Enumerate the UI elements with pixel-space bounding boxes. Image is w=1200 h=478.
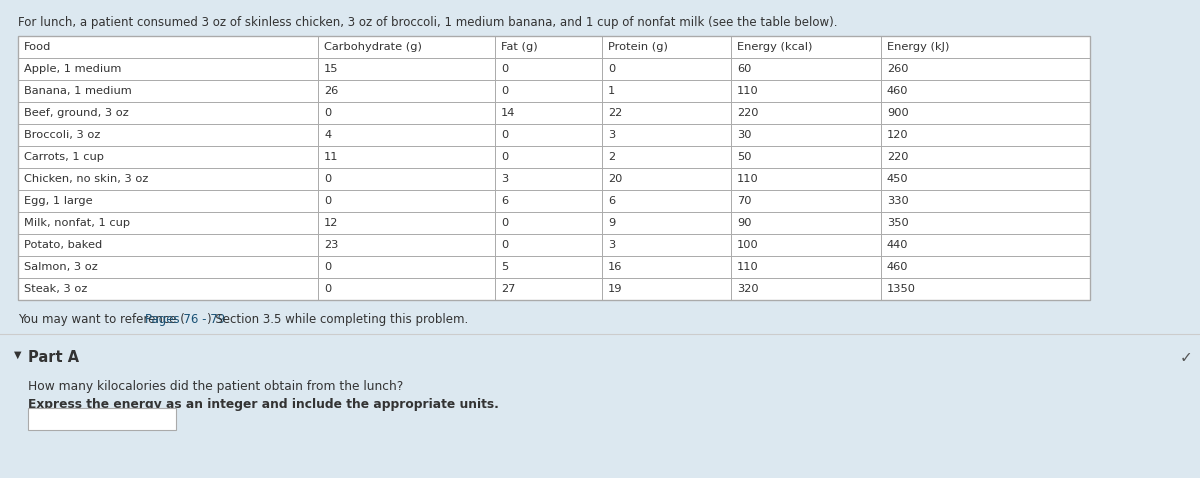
Text: 110: 110 xyxy=(737,86,758,96)
Text: 20: 20 xyxy=(608,174,623,184)
Text: 0: 0 xyxy=(502,218,509,228)
Text: 6: 6 xyxy=(502,196,508,206)
Text: Potato, baked: Potato, baked xyxy=(24,240,102,250)
Text: 23: 23 xyxy=(324,240,338,250)
Bar xyxy=(18,36,1090,300)
Text: 450: 450 xyxy=(887,174,908,184)
Text: ▼: ▼ xyxy=(14,350,22,360)
Text: Carbohydrate (g): Carbohydrate (g) xyxy=(324,42,422,52)
Text: Pages 76 - 79: Pages 76 - 79 xyxy=(145,313,226,326)
Text: 0: 0 xyxy=(324,174,331,184)
Text: 110: 110 xyxy=(737,262,758,272)
Text: Protein (g): Protein (g) xyxy=(608,42,668,52)
Text: 27: 27 xyxy=(502,284,516,294)
Text: Egg, 1 large: Egg, 1 large xyxy=(24,196,92,206)
Text: Apple, 1 medium: Apple, 1 medium xyxy=(24,64,121,74)
Text: 90: 90 xyxy=(737,218,751,228)
Text: 70: 70 xyxy=(737,196,751,206)
Text: ✓: ✓ xyxy=(1180,350,1193,365)
Text: Milk, nonfat, 1 cup: Milk, nonfat, 1 cup xyxy=(24,218,130,228)
Text: Carrots, 1 cup: Carrots, 1 cup xyxy=(24,152,104,162)
Text: 50: 50 xyxy=(737,152,751,162)
Text: 350: 350 xyxy=(887,218,908,228)
Text: Broccoli, 3 oz: Broccoli, 3 oz xyxy=(24,130,101,140)
Text: 100: 100 xyxy=(737,240,758,250)
Text: 0: 0 xyxy=(502,64,509,74)
Text: 3: 3 xyxy=(608,130,616,140)
Bar xyxy=(18,36,1090,300)
Text: 0: 0 xyxy=(502,152,509,162)
Text: 6: 6 xyxy=(608,196,616,206)
Text: 220: 220 xyxy=(737,108,758,118)
Text: Express the energy as an integer and include the appropriate units.: Express the energy as an integer and inc… xyxy=(28,398,499,411)
Text: 5: 5 xyxy=(502,262,509,272)
Text: 4: 4 xyxy=(324,130,331,140)
Text: Part A: Part A xyxy=(28,350,79,365)
Text: 1350: 1350 xyxy=(887,284,916,294)
Text: 220: 220 xyxy=(887,152,908,162)
Text: Chicken, no skin, 3 oz: Chicken, no skin, 3 oz xyxy=(24,174,149,184)
Text: Beef, ground, 3 oz: Beef, ground, 3 oz xyxy=(24,108,128,118)
Text: 320: 320 xyxy=(737,284,758,294)
Text: 2: 2 xyxy=(608,152,616,162)
Text: 900: 900 xyxy=(887,108,908,118)
Text: 0: 0 xyxy=(324,108,331,118)
Text: 22: 22 xyxy=(608,108,623,118)
Text: 19: 19 xyxy=(608,284,623,294)
Text: 260: 260 xyxy=(887,64,908,74)
Text: Salmon, 3 oz: Salmon, 3 oz xyxy=(24,262,97,272)
Text: 14: 14 xyxy=(502,108,516,118)
Text: Energy (kJ): Energy (kJ) xyxy=(887,42,949,52)
Text: 0: 0 xyxy=(324,262,331,272)
Text: 0: 0 xyxy=(608,64,616,74)
Text: 460: 460 xyxy=(887,86,908,96)
Text: 30: 30 xyxy=(737,130,751,140)
Text: 9: 9 xyxy=(608,218,616,228)
Text: 0: 0 xyxy=(502,130,509,140)
Text: 0: 0 xyxy=(502,86,509,96)
Text: Fat (g): Fat (g) xyxy=(502,42,538,52)
Text: 60: 60 xyxy=(737,64,751,74)
Text: Steak, 3 oz: Steak, 3 oz xyxy=(24,284,88,294)
Text: Banana, 1 medium: Banana, 1 medium xyxy=(24,86,132,96)
Text: 16: 16 xyxy=(608,262,623,272)
Text: 110: 110 xyxy=(737,174,758,184)
Text: Food: Food xyxy=(24,42,52,52)
Text: 3: 3 xyxy=(608,240,616,250)
Text: 440: 440 xyxy=(887,240,908,250)
Text: For lunch, a patient consumed 3 oz of skinless chicken, 3 oz of broccoli, 1 medi: For lunch, a patient consumed 3 oz of sk… xyxy=(18,16,838,29)
Text: You may want to reference (: You may want to reference ( xyxy=(18,313,185,326)
Bar xyxy=(28,408,176,430)
Text: 0: 0 xyxy=(324,284,331,294)
Text: 11: 11 xyxy=(324,152,338,162)
Text: 1: 1 xyxy=(608,86,616,96)
Text: 460: 460 xyxy=(887,262,908,272)
Text: 0: 0 xyxy=(324,196,331,206)
Bar xyxy=(0,334,1200,478)
Text: 12: 12 xyxy=(324,218,338,228)
Text: 26: 26 xyxy=(324,86,338,96)
Text: 0: 0 xyxy=(502,240,509,250)
Text: 3: 3 xyxy=(502,174,509,184)
Text: 330: 330 xyxy=(887,196,908,206)
Text: Energy (kcal): Energy (kcal) xyxy=(737,42,812,52)
Text: How many kilocalories did the patient obtain from the lunch?: How many kilocalories did the patient ob… xyxy=(28,380,403,393)
Text: 120: 120 xyxy=(887,130,908,140)
Text: 15: 15 xyxy=(324,64,338,74)
Text: ) Section 3.5 while completing this problem.: ) Section 3.5 while completing this prob… xyxy=(206,313,468,326)
